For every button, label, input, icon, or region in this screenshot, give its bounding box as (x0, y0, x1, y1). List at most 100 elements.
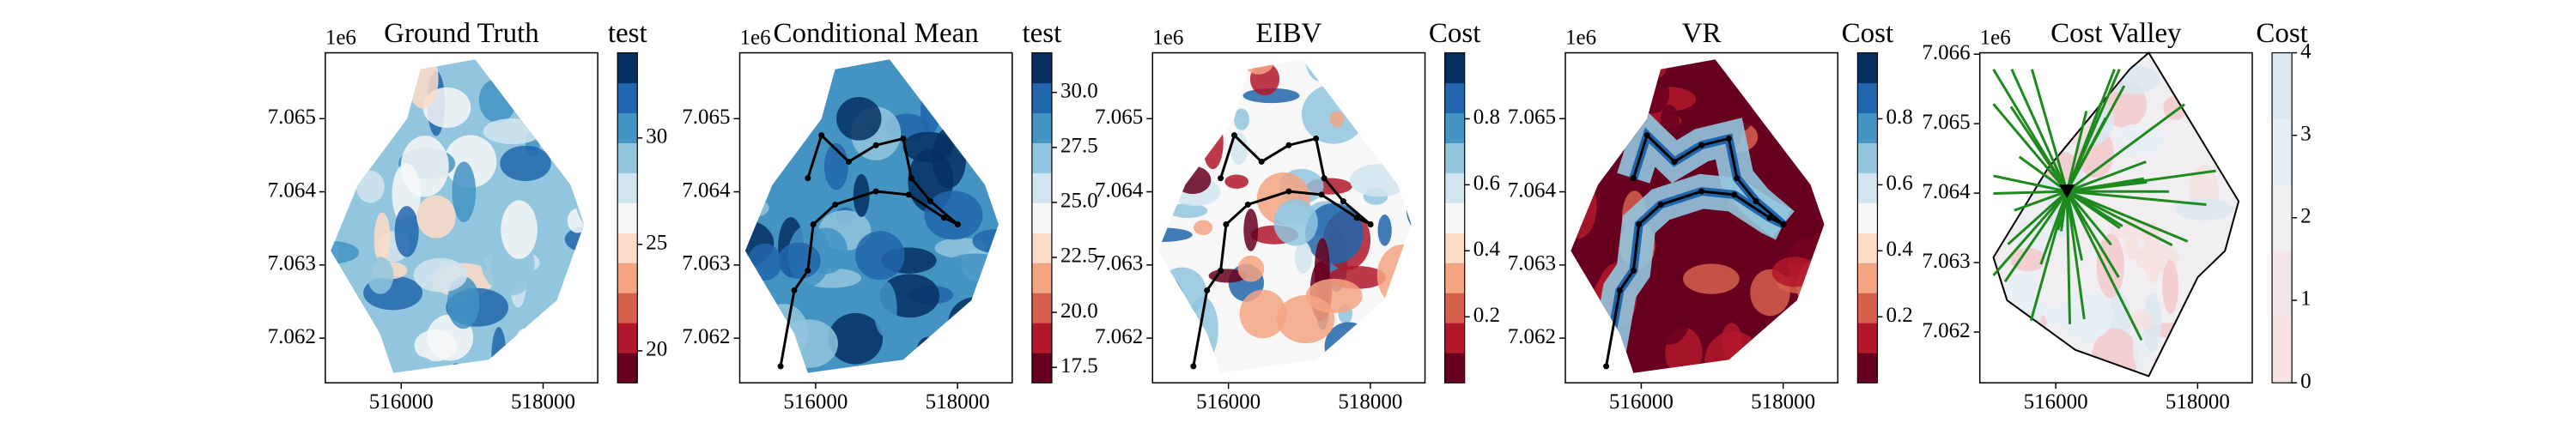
x-tick-label: 518000 (1751, 390, 1815, 414)
colorbar-segment (2272, 118, 2293, 185)
field-patch (811, 372, 827, 373)
field-patch (1172, 83, 1207, 100)
field (1157, 59, 1412, 373)
field-patch (367, 257, 394, 294)
colorbar-tick-label: 30.0 (1060, 79, 1098, 102)
waypoint (1616, 287, 1623, 293)
field-patch (1239, 289, 1287, 339)
field-patch (416, 195, 456, 239)
field-patch (744, 357, 756, 373)
axes-frame (738, 51, 1013, 384)
field-patch (2236, 288, 2239, 353)
field-patch (883, 359, 914, 373)
colorbar-segment (1444, 263, 1465, 293)
field-patch (331, 278, 355, 330)
colorbar-segment (1444, 293, 1465, 323)
panel: 516000 518000 7.062 7.063 7.064 7.065 1e6 Groun… (268, 18, 668, 414)
colorbar-segment (617, 263, 638, 293)
field-patch (2216, 305, 2239, 355)
field-patch (1771, 257, 1818, 287)
field-patch (566, 299, 585, 340)
colorbar-segment (617, 82, 638, 113)
field-patch (836, 96, 882, 141)
waypoint (940, 214, 947, 221)
field-patch (2180, 331, 2239, 362)
field-patch (928, 67, 990, 107)
axes-frame (1564, 51, 1839, 384)
panel: 516000 518000 7.062 7.063 7.064 7.065 1e6 Condi… (682, 18, 1097, 414)
colorbar-segment (617, 202, 638, 233)
colorbar-segment (1031, 263, 1052, 293)
field-patch (1342, 64, 1371, 100)
field-patch (1157, 267, 1207, 317)
colorbar-tick-label: 0.4 (1886, 238, 1913, 261)
colorbar-label: test (608, 18, 647, 49)
waypoint (1734, 175, 1741, 182)
tree-branch (2065, 190, 2086, 320)
start-marker (2059, 184, 2075, 199)
x-tick-label: 516000 (783, 390, 848, 414)
tree-branch (2018, 155, 2069, 193)
field-patch (1202, 116, 1224, 170)
field-patch (1704, 330, 1762, 373)
colorbar-segment (1031, 52, 1052, 83)
tree-branch (2003, 190, 2069, 283)
y-offset-label: 1e6 (1980, 26, 2011, 49)
waypoint (810, 221, 817, 228)
tree-branch (2065, 190, 2143, 341)
waypoint (1353, 214, 1360, 221)
field-patch (1243, 208, 1259, 251)
field-patch (1800, 330, 1825, 372)
y-offset-label: 1e6 (1565, 26, 1596, 49)
y-tick-label: 7.064 (1508, 178, 1557, 202)
colorbar-label: test (1022, 18, 1061, 49)
field-patch (532, 314, 552, 371)
waypoint (872, 142, 879, 148)
tree-branch (2010, 69, 2069, 192)
colorbar-label: Cost (1842, 18, 1894, 49)
field-patch (374, 212, 391, 266)
field-patch (1157, 72, 1170, 88)
field-patch (2199, 70, 2239, 129)
field-patch (1708, 208, 1747, 251)
y-tick-label: 7.063 (1095, 252, 1143, 275)
y-tick-label: 7.062 (1508, 325, 1556, 348)
colorbar-tick-label: 30 (646, 125, 667, 148)
field-patch (1157, 227, 1193, 243)
chart-title: VR (1682, 18, 1722, 49)
field-patch (491, 327, 507, 373)
field-patch (855, 231, 905, 281)
x-tick-label: 518000 (2166, 390, 2230, 414)
field-patch (1349, 163, 1411, 197)
boundary (1992, 51, 2240, 378)
field-patch (2032, 104, 2085, 125)
field-patch (1735, 369, 1760, 373)
field-patch (1993, 346, 2009, 377)
field-patch (948, 313, 965, 340)
colorbar-segment (2272, 52, 2293, 119)
path-line (1219, 132, 1372, 226)
field-patch (1230, 131, 1249, 166)
path-line (1631, 132, 1784, 226)
colorbar-tick-label: 3 (2300, 122, 2312, 145)
field-patch (1768, 59, 1825, 94)
tree-branch (2065, 111, 2088, 192)
colorbar-tick-label: 0.8 (1473, 106, 1500, 129)
field-patch (774, 106, 794, 137)
field-patch (979, 260, 999, 316)
waypoint (1603, 363, 1610, 370)
field-patch (744, 83, 775, 136)
field-patch (331, 240, 360, 264)
colorbar-segment (1857, 112, 1878, 143)
field-patch (1273, 199, 1318, 246)
colorbar-segment (1031, 353, 1052, 384)
colorbar-segment (1857, 142, 1878, 173)
y-tick-label: 7.065 (1922, 111, 1970, 134)
y-tick-label: 7.062 (1095, 325, 1143, 348)
field-patch (765, 84, 782, 124)
waypoint (1190, 363, 1197, 370)
field-patch (1648, 281, 1692, 345)
waypoint (1204, 287, 1211, 293)
colorbar-frame (1031, 51, 1053, 384)
colorbar-label: Cost (2256, 18, 2308, 49)
